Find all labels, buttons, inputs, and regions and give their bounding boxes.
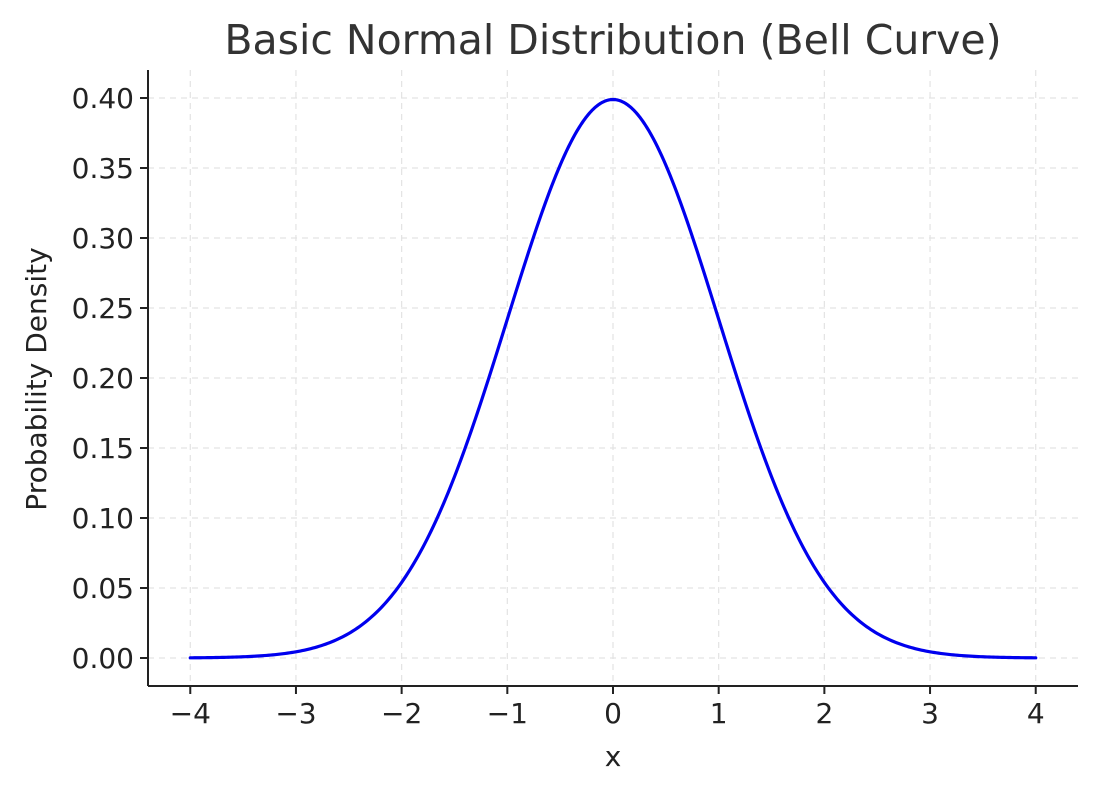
- chart-title: Basic Normal Distribution (Bell Curve): [224, 16, 1001, 64]
- x-tick-label: 3: [921, 697, 939, 730]
- y-tick-label: 0.20: [72, 362, 134, 395]
- x-tick-label: 4: [1027, 697, 1045, 730]
- y-tick-label: 0.40: [72, 82, 134, 115]
- x-tick-label: −1: [487, 697, 528, 730]
- y-tick-label: 0.30: [72, 222, 134, 255]
- axes: [140, 70, 1078, 694]
- x-tick-label: −3: [275, 697, 316, 730]
- data-layer: [188, 97, 1038, 660]
- grid-lines: [148, 70, 1078, 686]
- y-axis-label: Probability Density: [20, 247, 53, 510]
- tick-labels: −4 −3 −2 −1 0 1 2 3 4 0.00 0.05 0.10 0.15 0.20 0.25 0.3…: [72, 82, 1045, 730]
- y-tick-label: 0.15: [72, 432, 134, 465]
- y-tick-label: 0.35: [72, 152, 134, 185]
- series-line: [188, 97, 1038, 660]
- x-tick-label: −2: [381, 697, 422, 730]
- x-tick-label: −4: [170, 697, 211, 730]
- y-tick-label: 0.25: [72, 292, 134, 325]
- y-tick-label: 0.10: [72, 502, 134, 535]
- x-tick-label: 2: [815, 697, 833, 730]
- x-tick-label: 0: [604, 697, 622, 730]
- y-tick-label: 0.05: [72, 572, 134, 605]
- x-axis-label: x: [605, 740, 622, 773]
- y-tick-label: 0.00: [72, 642, 134, 675]
- x-tick-label: 1: [710, 697, 728, 730]
